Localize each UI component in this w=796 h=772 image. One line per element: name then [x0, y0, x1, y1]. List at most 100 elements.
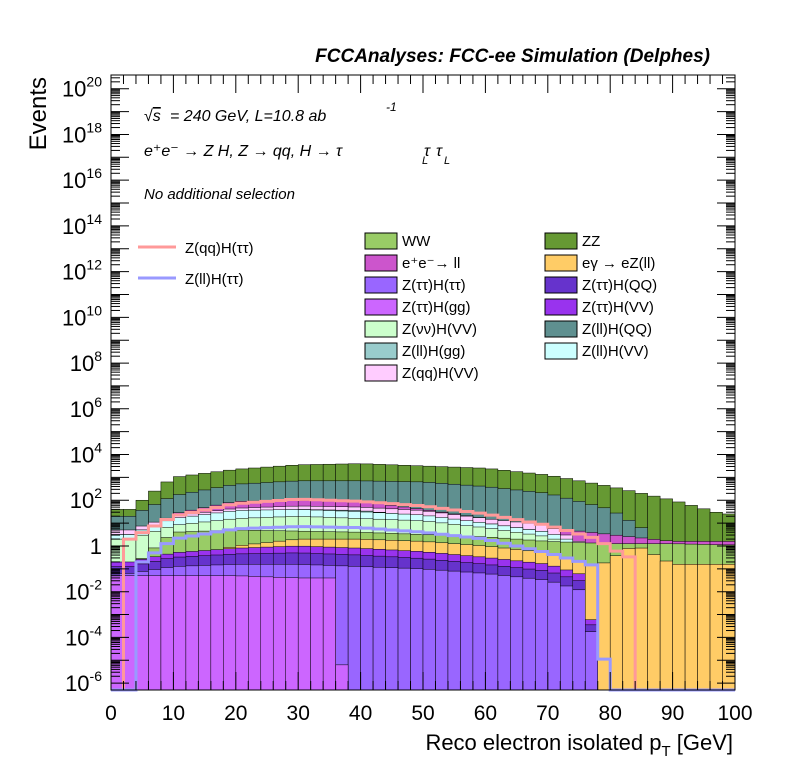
- y-tick-label: 108: [70, 348, 102, 376]
- x-tick-label: 80: [599, 702, 622, 725]
- signal-line-sig_ll: [111, 525, 735, 692]
- svg-text:Z(ττ)H(QQ): Z(ττ)H(QQ): [582, 277, 657, 294]
- bar-zt_hgg-5: [173, 575, 187, 691]
- svg-text:Z(ττ)H(VV): Z(ττ)H(VV): [582, 299, 654, 316]
- y-tick-label: 10-6: [65, 668, 102, 696]
- bar-zt_htt-38: [584, 631, 598, 691]
- y-tick-label: 104: [70, 440, 102, 468]
- legend-item: Z(ll)H(VV): [544, 342, 649, 360]
- bar-zt_hgg-1: [123, 575, 137, 691]
- y-tick-label: 102: [70, 485, 102, 513]
- bar-zt_hgg-15: [297, 577, 311, 691]
- legend-item: WW: [364, 232, 431, 250]
- svg-text:ZZ: ZZ: [582, 233, 600, 250]
- x-axis-label-sub: T: [661, 743, 670, 760]
- y-tick-label: 1016: [62, 165, 102, 193]
- y-tick-label: 1010: [62, 302, 102, 330]
- bar-zt_htt-22: [385, 567, 399, 691]
- svg-text:Z(qq)H(VV): Z(qq)H(VV): [402, 365, 479, 382]
- svg-text:Z(ll)H(gg): Z(ll)H(gg): [402, 343, 465, 360]
- bar-zt_htt-36: [560, 585, 574, 691]
- y-tick-label: 1020: [62, 74, 102, 102]
- bar-zt_htt-27: [447, 570, 461, 691]
- bar-ez-41: [622, 548, 636, 691]
- bar-zt_htt-30: [485, 573, 499, 691]
- x-tick-label: 70: [536, 702, 559, 725]
- bar-ez-49: [722, 564, 736, 691]
- bar-zt_hgg-3: [148, 575, 162, 691]
- svg-text:e⁺e⁻ → Z H, Z → qq, H → τ: e⁺e⁻ → Z H, Z → qq, H → τ: [144, 143, 343, 160]
- bar-zt_hgg-11: [248, 576, 262, 691]
- bar-zt_htt-19: [347, 566, 361, 691]
- annotation-energy: √s = 240 GeV, L=10.8 ab -1: [144, 100, 397, 125]
- svg-text:√s: √s: [144, 108, 161, 125]
- legend-item: Z(ll)H(gg): [364, 342, 465, 360]
- bar-ez-46: [684, 564, 698, 691]
- svg-text:Z(ll)H(VV): Z(ll)H(VV): [582, 343, 649, 360]
- y-tick-label: 1012: [62, 257, 102, 285]
- svg-text:Z(qq)H(ττ): Z(qq)H(ττ): [185, 240, 254, 257]
- svg-text:L: L: [422, 155, 428, 167]
- bar-ez-45: [672, 564, 686, 691]
- bar-ez-40: [609, 555, 623, 691]
- y-axis: 1020 1018 1016 1014 1012 1010 108 106 104 102 1 10-…: [62, 74, 735, 696]
- y-tick-label: 1014: [62, 211, 102, 239]
- y-tick-label: 10-2: [65, 577, 102, 605]
- legend-item: e⁺e⁻→ ll: [364, 254, 460, 272]
- signal-lines: [111, 497, 735, 692]
- x-tick-label: 20: [224, 702, 247, 725]
- bar-ez-43: [647, 554, 661, 691]
- svg-text:Z(ll)H(QQ): Z(ll)H(QQ): [582, 321, 652, 338]
- x-tick-label: 60: [474, 702, 497, 725]
- svg-text:τ: τ: [424, 143, 431, 160]
- svg-text:τ: τ: [436, 143, 443, 160]
- bar-zt_htt-21: [372, 566, 386, 691]
- x-axis-label-main: Reco electron isolated p: [425, 730, 661, 755]
- bar-zt_hgg-6: [185, 575, 199, 691]
- bar-zt_hgg-18: [335, 664, 349, 691]
- bar-ez-44: [659, 560, 673, 691]
- legend-item: Z(qq)H(VV): [364, 364, 479, 382]
- signal-line-sig_qq: [111, 497, 735, 692]
- bar-zt_htt-24: [410, 568, 424, 691]
- bar-zt_htt-31: [497, 575, 511, 691]
- legend-item: Z(ττ)H(ττ): [364, 276, 466, 294]
- bar-zt_hgg-14: [285, 577, 299, 691]
- bar-zt_hgg-2: [135, 575, 149, 691]
- bar-zt_htt-25: [422, 569, 436, 691]
- y-axis-label: Events: [25, 77, 52, 150]
- bar-zt_htt-28: [460, 571, 474, 691]
- svg-text:L: L: [444, 155, 450, 167]
- svg-text:Z(ττ)H(ττ): Z(ττ)H(ττ): [402, 277, 466, 294]
- bar-zt_hgg-13: [272, 577, 286, 691]
- bar-zt_hgg-7: [198, 575, 212, 691]
- y-tick-label: 1018: [62, 119, 102, 147]
- bar-zt_htt-33: [522, 577, 536, 691]
- chart-title: FCCAnalyses: FCC-ee Simulation (Delphes): [315, 46, 710, 67]
- x-tick-label: 30: [287, 702, 310, 725]
- svg-text:Z(νν)H(VV): Z(νν)H(VV): [402, 321, 477, 338]
- bar-zt_hgg-10: [235, 575, 249, 691]
- legend-item: Z(ττ)H(QQ): [544, 276, 657, 294]
- histogram-stack: [110, 463, 736, 691]
- x-tick-label: 100: [717, 702, 752, 725]
- bar-ez-47: [697, 564, 711, 691]
- x-axis-label-unit: [GeV]: [671, 730, 733, 755]
- x-tick-label: 40: [349, 702, 372, 725]
- bar-zt_hgg-12: [260, 576, 274, 691]
- y-tick-label: 106: [70, 394, 102, 422]
- svg-text:Z(ττ)H(gg): Z(ττ)H(gg): [402, 299, 471, 316]
- y-tick-label: 1: [90, 534, 102, 559]
- bar-ez-39: [597, 562, 611, 691]
- legend-item: Z(ll)H(QQ): [544, 320, 652, 338]
- x-tick-label: 10: [162, 702, 185, 725]
- svg-text:eγ → eZ(ll): eγ → eZ(ll): [582, 255, 655, 272]
- bar-ez-48: [709, 564, 723, 691]
- x-tick-label: 50: [411, 702, 434, 725]
- bar-zt_htt-20: [360, 566, 374, 691]
- svg-text:e⁺e⁻→ ll: e⁺e⁻→ ll: [402, 255, 460, 272]
- annotation-selection: No additional selection: [144, 186, 295, 203]
- series-zt_hgg: [110, 575, 349, 691]
- svg-text:-1: -1: [386, 100, 397, 114]
